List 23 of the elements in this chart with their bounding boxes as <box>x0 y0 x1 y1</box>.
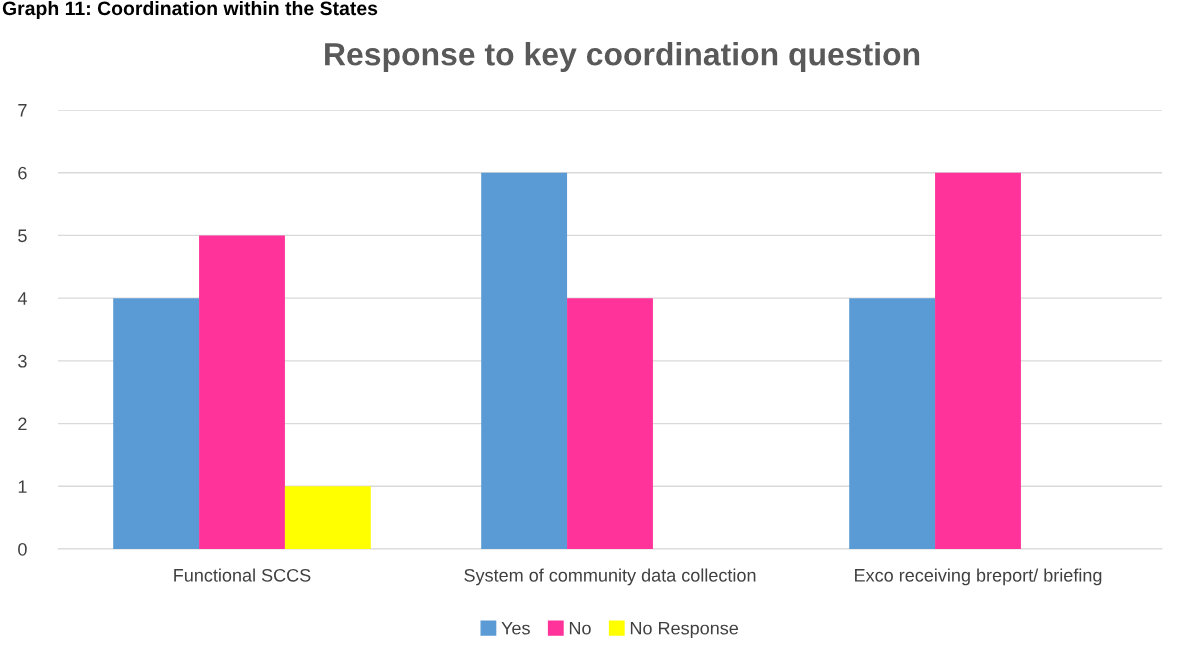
y-tick-label: 7 <box>18 104 27 117</box>
y-tick-label: 3 <box>18 354 27 368</box>
y-tick-label: 1 <box>18 480 27 493</box>
legend-label: No Response <box>630 621 739 639</box>
x-tick-label: Functional SCCS <box>174 568 311 582</box>
bar <box>935 172 1021 549</box>
bar <box>481 172 568 549</box>
y-tick-label: 5 <box>18 229 27 243</box>
y-tick-label: 6 <box>18 166 27 180</box>
y-tick-label: 0 <box>18 542 27 556</box>
bar <box>113 298 200 549</box>
bar <box>199 235 285 549</box>
bar <box>849 298 936 549</box>
x-tick-label: Exco receiving breport/ briefing <box>855 568 1102 586</box>
chart-title: Response to key coordination question <box>325 42 920 72</box>
legend-label: Yes <box>501 621 530 635</box>
legend-label: No <box>569 621 591 635</box>
y-tick-label: 4 <box>17 292 27 305</box>
bar <box>567 298 653 549</box>
x-tick-label: System of community data collection <box>464 568 756 586</box>
caption: Graph 11: Coordination within the States <box>2 0 378 20</box>
bar <box>284 486 371 549</box>
y-tick-label: 2 <box>18 417 27 431</box>
